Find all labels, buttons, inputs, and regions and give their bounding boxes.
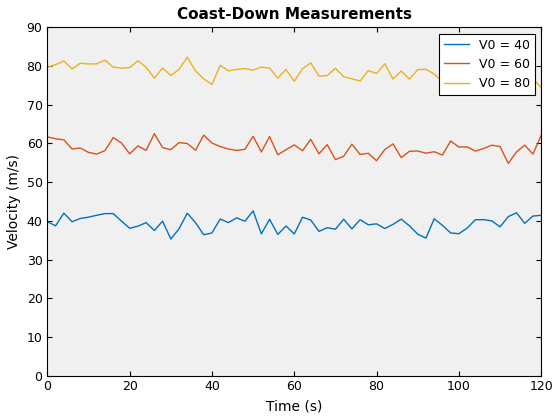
V0 = 80 <box>480 66 487 71</box>
V0 = 40 <box>324 225 330 230</box>
Line: V0 = 80: V0 = 80 <box>48 57 541 88</box>
V0 = 80 <box>143 65 150 70</box>
V0 = 60 <box>143 148 150 153</box>
V0 = 60 <box>44 134 51 139</box>
X-axis label: Time (s): Time (s) <box>266 399 323 413</box>
V0 = 40 <box>538 213 544 218</box>
V0 = 40 <box>143 220 150 225</box>
V0 = 60 <box>316 151 323 156</box>
V0 = 60 <box>505 161 512 166</box>
V0 = 40 <box>167 236 174 241</box>
V0 = 80 <box>184 55 190 60</box>
V0 = 60 <box>538 133 544 138</box>
V0 = 40 <box>159 219 166 224</box>
V0 = 40 <box>44 219 51 224</box>
V0 = 80 <box>316 74 323 79</box>
V0 = 80 <box>538 85 544 90</box>
Line: V0 = 60: V0 = 60 <box>48 134 541 163</box>
Y-axis label: Velocity (m/s): Velocity (m/s) <box>7 154 21 249</box>
Line: V0 = 40: V0 = 40 <box>48 211 541 239</box>
V0 = 40 <box>357 217 363 222</box>
V0 = 40 <box>488 218 495 223</box>
V0 = 60 <box>225 147 232 152</box>
V0 = 60 <box>480 146 487 151</box>
V0 = 60 <box>348 142 355 147</box>
V0 = 60 <box>151 131 158 136</box>
V0 = 40 <box>250 208 256 213</box>
V0 = 80 <box>225 68 232 74</box>
V0 = 40 <box>225 220 232 225</box>
Title: Coast-Down Measurements: Coast-Down Measurements <box>177 7 412 22</box>
V0 = 80 <box>348 76 355 81</box>
V0 = 80 <box>159 66 166 71</box>
V0 = 80 <box>44 65 51 70</box>
V0 = 60 <box>167 147 174 152</box>
Legend: V0 = 40, V0 = 60, V0 = 80: V0 = 40, V0 = 60, V0 = 80 <box>439 34 535 95</box>
